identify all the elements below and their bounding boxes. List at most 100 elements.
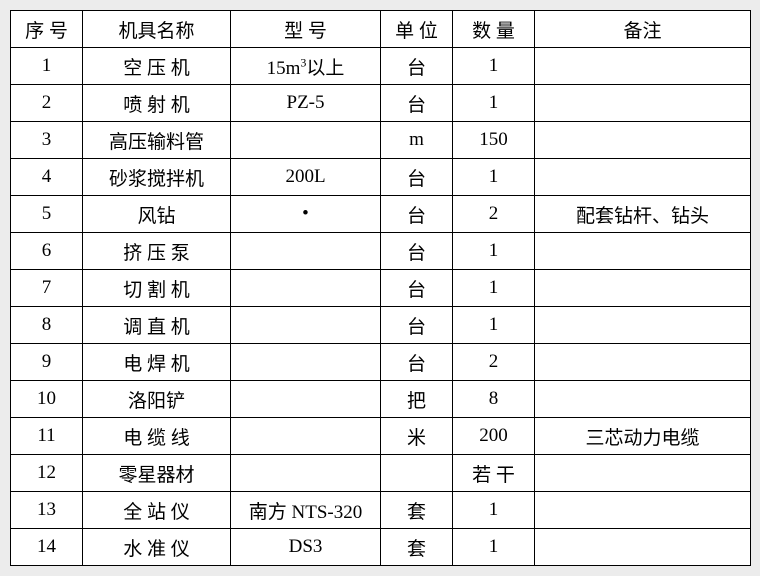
cell-seq: 9 <box>11 344 83 381</box>
cell-name: 零星器材 <box>83 455 231 492</box>
cell-qty: 1 <box>453 529 535 566</box>
table-row: 12零星器材 若 干 <box>11 455 751 492</box>
cell-name: 全 站 仪 <box>83 492 231 529</box>
cell-model <box>231 307 381 344</box>
cell-seq: 8 <box>11 307 83 344</box>
cell-qty: 150 <box>453 122 535 159</box>
cell-seq: 14 <box>11 529 83 566</box>
cell-seq: 5 <box>11 196 83 233</box>
cell-qty: 200 <box>453 418 535 455</box>
page-container: 序 号 机具名称 型 号 单 位 数 量 备注 1空 压 机15m3以上台12喷… <box>10 10 750 566</box>
table-header: 序 号 机具名称 型 号 单 位 数 量 备注 <box>11 11 751 48</box>
table-row: 5风钻•台2配套钻杆、钻头 <box>11 196 751 233</box>
table-row: 3高压输料管m150 <box>11 122 751 159</box>
cell-unit: 台 <box>381 48 453 85</box>
header-model: 型 号 <box>231 11 381 48</box>
cell-model: PZ-5 <box>231 85 381 122</box>
cell-qty: 2 <box>453 344 535 381</box>
cell-unit: 米 <box>381 418 453 455</box>
table-row: 9电 焊 机 台2 <box>11 344 751 381</box>
cell-qty: 1 <box>453 159 535 196</box>
table-row: 8调 直 机 台1 <box>11 307 751 344</box>
cell-name: 水 准 仪 <box>83 529 231 566</box>
cell-qty: 1 <box>453 85 535 122</box>
cell-seq: 6 <box>11 233 83 270</box>
cell-name: 挤 压 泵 <box>83 233 231 270</box>
table-row: 2喷 射 机PZ-5台1 <box>11 85 751 122</box>
cell-unit: 台 <box>381 344 453 381</box>
cell-model <box>231 233 381 270</box>
cell-seq: 3 <box>11 122 83 159</box>
cell-name: 电 焊 机 <box>83 344 231 381</box>
table-row: 10洛阳铲把8 <box>11 381 751 418</box>
cell-remark: 三芯动力电缆 <box>535 418 751 455</box>
table-row: 1空 压 机15m3以上台1 <box>11 48 751 85</box>
cell-seq: 12 <box>11 455 83 492</box>
cell-name: 洛阳铲 <box>83 381 231 418</box>
cell-remark <box>535 85 751 122</box>
cell-remark <box>535 492 751 529</box>
cell-qty: 2 <box>453 196 535 233</box>
cell-remark <box>535 159 751 196</box>
cell-unit: 台 <box>381 270 453 307</box>
cell-name: 砂浆搅拌机 <box>83 159 231 196</box>
cell-seq: 10 <box>11 381 83 418</box>
cell-remark <box>535 344 751 381</box>
header-name: 机具名称 <box>83 11 231 48</box>
table-row: 4砂浆搅拌机200L台1 <box>11 159 751 196</box>
cell-qty: 1 <box>453 48 535 85</box>
cell-seq: 11 <box>11 418 83 455</box>
cell-unit <box>381 455 453 492</box>
cell-model: DS3 <box>231 529 381 566</box>
cell-unit: 台 <box>381 85 453 122</box>
cell-unit: 套 <box>381 492 453 529</box>
cell-remark <box>535 529 751 566</box>
cell-model <box>231 122 381 159</box>
table-row: 7切 割 机 台1 <box>11 270 751 307</box>
cell-name: 喷 射 机 <box>83 85 231 122</box>
cell-unit: 台 <box>381 307 453 344</box>
cell-qty: 1 <box>453 307 535 344</box>
header-remark: 备注 <box>535 11 751 48</box>
cell-unit: 把 <box>381 381 453 418</box>
cell-name: 空 压 机 <box>83 48 231 85</box>
table-row: 13全 站 仪南方 NTS-320套1 <box>11 492 751 529</box>
cell-seq: 4 <box>11 159 83 196</box>
table-body: 1空 压 机15m3以上台12喷 射 机PZ-5台13高压输料管m1504砂浆搅… <box>11 48 751 566</box>
cell-remark <box>535 307 751 344</box>
equipment-table: 序 号 机具名称 型 号 单 位 数 量 备注 1空 压 机15m3以上台12喷… <box>10 10 751 566</box>
cell-remark <box>535 233 751 270</box>
cell-model: 南方 NTS-320 <box>231 492 381 529</box>
cell-remark <box>535 48 751 85</box>
table-row: 6挤 压 泵台1 <box>11 233 751 270</box>
cell-model <box>231 418 381 455</box>
cell-unit: 台 <box>381 159 453 196</box>
cell-seq: 7 <box>11 270 83 307</box>
cell-model <box>231 270 381 307</box>
cell-seq: 1 <box>11 48 83 85</box>
cell-name: 切 割 机 <box>83 270 231 307</box>
header-seq: 序 号 <box>11 11 83 48</box>
cell-remark: 配套钻杆、钻头 <box>535 196 751 233</box>
cell-seq: 2 <box>11 85 83 122</box>
cell-remark <box>535 381 751 418</box>
cell-model <box>231 344 381 381</box>
header-row: 序 号 机具名称 型 号 单 位 数 量 备注 <box>11 11 751 48</box>
cell-name: 电 缆 线 <box>83 418 231 455</box>
cell-unit: m <box>381 122 453 159</box>
cell-model: 200L <box>231 159 381 196</box>
cell-qty: 若 干 <box>453 455 535 492</box>
cell-unit: 台 <box>381 196 453 233</box>
cell-model <box>231 455 381 492</box>
table-row: 14水 准 仪DS3套1 <box>11 529 751 566</box>
cell-qty: 1 <box>453 270 535 307</box>
header-qty: 数 量 <box>453 11 535 48</box>
cell-model: 15m3以上 <box>231 48 381 85</box>
cell-remark <box>535 270 751 307</box>
header-unit: 单 位 <box>381 11 453 48</box>
cell-name: 调 直 机 <box>83 307 231 344</box>
cell-model: • <box>231 196 381 233</box>
cell-name: 风钻 <box>83 196 231 233</box>
cell-model <box>231 381 381 418</box>
cell-qty: 1 <box>453 233 535 270</box>
